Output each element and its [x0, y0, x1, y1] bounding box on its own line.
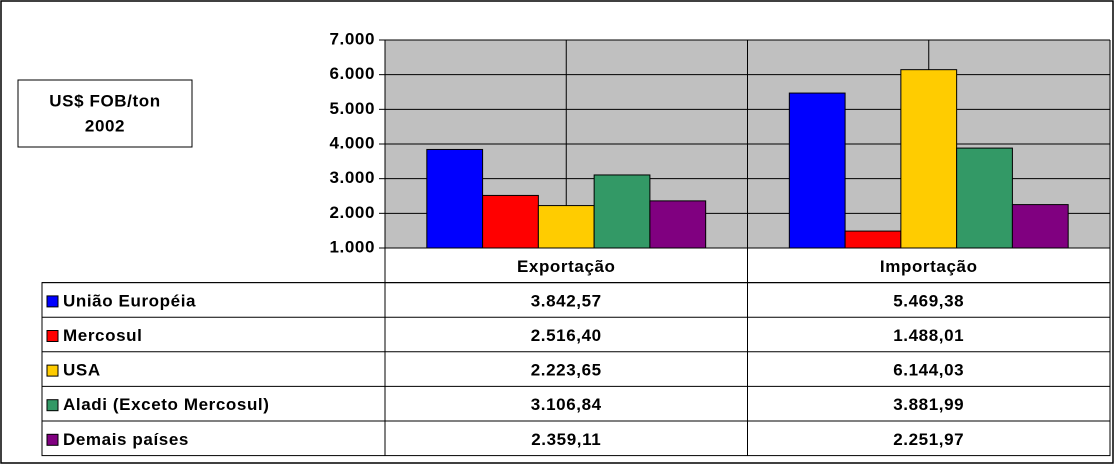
y-tick-label: 3.000: [329, 168, 375, 187]
annotation-box: [17, 79, 193, 148]
bar: [649, 200, 707, 249]
legend-label: Aladi (Exceto Mercosul): [63, 395, 270, 414]
y-tick-label: 4.000: [329, 133, 375, 152]
y-tick-label: 7.000: [329, 29, 375, 48]
x-tick-label: Exportação: [517, 257, 616, 276]
value-label: 5.469,38: [893, 291, 964, 310]
legend-label: Mercosul: [63, 326, 142, 345]
bar: [1011, 204, 1069, 249]
annotation: 2002: [85, 116, 125, 135]
legend-label: Demais países: [63, 430, 189, 449]
legend-swatch: [46, 330, 59, 342]
value-label: 6.144,03: [893, 361, 964, 380]
bar: [482, 194, 539, 249]
legend-swatch: [46, 399, 59, 412]
y-tick-label: 6.000: [329, 64, 375, 83]
annotation: US$ FOB/ton: [49, 91, 160, 110]
value-label: 2.223,65: [531, 361, 602, 380]
y-tick-label: 2.000: [329, 203, 375, 222]
value-label: 2.251,97: [893, 430, 964, 449]
value-label: 3.881,99: [893, 395, 964, 414]
bar: [426, 148, 484, 249]
value-label: 2.359,11: [531, 430, 601, 449]
legend-label: USA: [63, 361, 101, 380]
value-label: 1.488,01: [893, 326, 964, 345]
legend-swatch: [46, 433, 59, 446]
bar: [956, 147, 1013, 249]
value-label: 2.516,40: [531, 326, 602, 345]
y-tick-label: 5.000: [329, 99, 375, 118]
y-tick-label: 1.000: [329, 237, 375, 256]
bar: [593, 174, 651, 249]
x-tick-label: Importação: [880, 257, 978, 276]
legend-swatch: [46, 295, 59, 308]
value-label: 3.842,57: [531, 291, 602, 310]
bar: [900, 69, 958, 249]
bar: [788, 92, 846, 249]
legend-label: União Européia: [63, 291, 196, 310]
bar: [537, 205, 595, 249]
legend-swatch: [46, 364, 59, 377]
bar: [844, 230, 902, 249]
value-label: 3.106,84: [531, 395, 602, 414]
